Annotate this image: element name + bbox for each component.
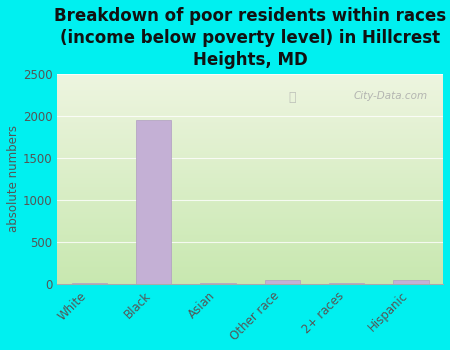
Bar (72, 282, 107, 284)
Bar (393, 280, 428, 284)
Title: Breakdown of poor residents within races
(income below poverty level) in Hillcre: Breakdown of poor residents within races… (54, 7, 446, 69)
Bar (329, 282, 364, 284)
Text: ⓘ: ⓘ (289, 91, 296, 104)
Bar (136, 120, 171, 284)
Y-axis label: absolute numbers: absolute numbers (7, 125, 20, 232)
Bar (265, 280, 300, 284)
Text: City-Data.com: City-Data.com (354, 91, 427, 100)
